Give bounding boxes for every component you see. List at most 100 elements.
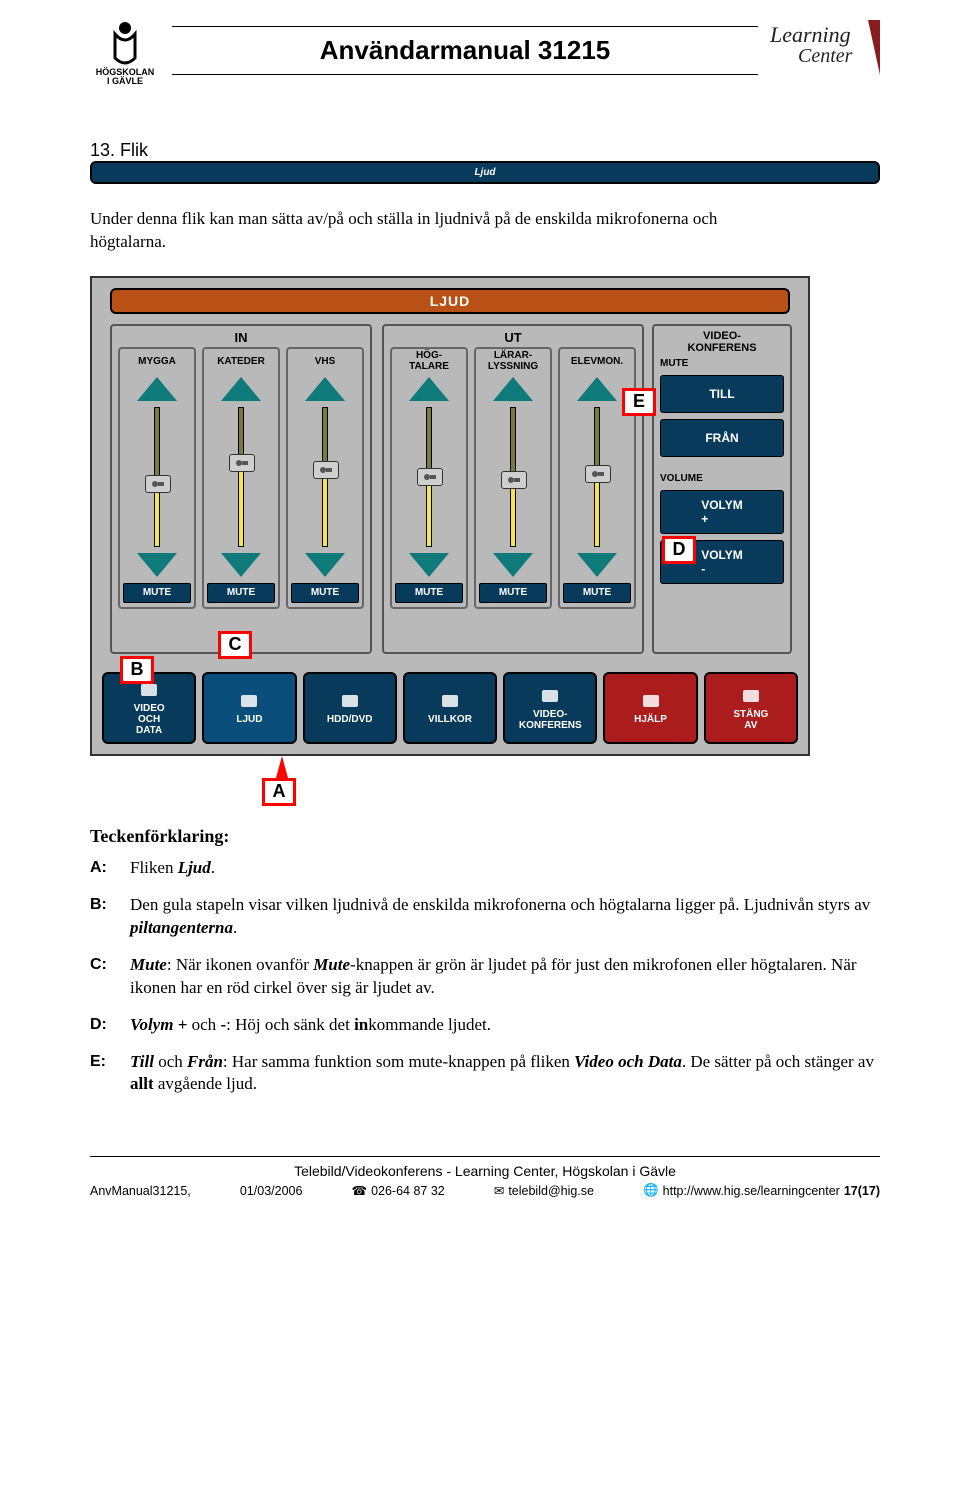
logo-right-line2: Center	[770, 46, 880, 66]
legend-heading: Teckenförklaring:	[90, 826, 880, 847]
channel-label: MYGGA	[138, 351, 176, 373]
slider-thumb-icon[interactable]	[585, 465, 611, 483]
section-label-italic: Ljud	[90, 161, 880, 184]
legend-text: Till och Från: Har samma funktion som mu…	[130, 1051, 880, 1097]
channel-strip: HÖG- TALAREMUTE	[390, 347, 468, 609]
volume-slider[interactable]	[594, 407, 600, 547]
channel-strip: KATEDER MUTE	[202, 347, 280, 609]
volume-up-icon[interactable]	[221, 377, 261, 401]
bottom-tab[interactable]: VILLKOR	[403, 672, 497, 744]
logo-right-line1: Learning	[770, 24, 880, 46]
logo-left-line2: I GÄVLE	[107, 77, 143, 86]
slider-thumb-icon[interactable]	[501, 471, 527, 489]
tab-label: VIDEO- KONFERENS	[519, 709, 582, 731]
vk-volume-label: VOLUME	[660, 473, 784, 484]
marker-C: C	[218, 631, 252, 659]
tab-icon	[439, 690, 461, 712]
channels-in: MYGGAMUTEKATEDERMUTEVHSMUTE	[118, 347, 364, 609]
volume-down-icon[interactable]	[493, 553, 533, 577]
legend-row: D:Volym + och -: Höj och sänk det inkomm…	[90, 1014, 880, 1037]
channel-strip: LÄRAR- LYSSNINGMUTE	[474, 347, 552, 609]
footer-email: ✉ telebild@hig.se	[494, 1183, 594, 1198]
legend-text: Volym + och -: Höj och sänk det inkomman…	[130, 1014, 880, 1037]
document-title: Användarmanual 31215	[172, 26, 758, 75]
screenshot-container: LJUD IN MYGGAMUTEKATEDERMUTEVHSMUTE UT H…	[90, 276, 810, 756]
tab-label: HJÄLP	[634, 714, 667, 725]
channel-strip: MYGGA MUTE	[118, 347, 196, 609]
vk-volym-plus-button[interactable]: VOLYM +	[660, 490, 784, 534]
footer-center: Telebild/Videokonferens - Learning Cente…	[90, 1163, 880, 1179]
bottom-tab[interactable]: HJÄLP	[603, 672, 697, 744]
volume-slider[interactable]	[426, 407, 432, 547]
volume-slider[interactable]	[322, 407, 328, 547]
channel-label: KATEDER	[217, 351, 265, 373]
tab-icon	[238, 690, 260, 712]
channel-label: ELEVMON.	[571, 351, 623, 373]
volume-slider[interactable]	[238, 407, 244, 547]
bottom-tab[interactable]: LJUD	[202, 672, 296, 744]
mute-button[interactable]: MUTE	[395, 583, 463, 603]
slider-thumb-icon[interactable]	[417, 468, 443, 486]
volume-up-icon[interactable]	[493, 377, 533, 401]
tab-label: HDD/DVD	[327, 714, 373, 725]
footer-doc: AnvManual31215,	[90, 1183, 191, 1198]
marker-E: E	[622, 388, 656, 416]
marker-B: B	[120, 656, 154, 684]
tab-label: VIDEO OCH DATA	[134, 703, 165, 736]
volume-up-icon[interactable]	[409, 377, 449, 401]
volume-down-icon[interactable]	[409, 553, 449, 577]
channel-strip: ELEVMON. MUTE	[558, 347, 636, 609]
volume-slider[interactable]	[510, 407, 516, 547]
mute-button[interactable]: MUTE	[123, 583, 191, 603]
mute-button[interactable]: MUTE	[479, 583, 547, 603]
volume-up-icon[interactable]	[305, 377, 345, 401]
marker-D: D	[662, 536, 696, 564]
intro-paragraph: Under denna flik kan man sätta av/på och…	[90, 208, 770, 254]
volume-down-icon[interactable]	[577, 553, 617, 577]
slider-thumb-icon[interactable]	[313, 461, 339, 479]
tab-label: VILLKOR	[428, 714, 472, 725]
legend-list: A:Fliken Ljud. B:Den gula stapeln visar v…	[90, 857, 880, 1097]
slider-thumb-icon[interactable]	[145, 475, 171, 493]
tab-icon	[339, 690, 361, 712]
page-footer: Telebild/Videokonferens - Learning Cente…	[90, 1156, 880, 1198]
panel-in-title: IN	[118, 330, 364, 345]
volume-down-icon[interactable]	[221, 553, 261, 577]
tab-icon	[539, 685, 561, 707]
vk-till-button[interactable]: TILL	[660, 375, 784, 413]
legend-row: C:Mute: När ikonen ovanför Mute-knappen …	[90, 954, 880, 1000]
logo-learning-center: Learning Center	[770, 24, 880, 79]
marker-A-arrow-icon	[276, 756, 288, 778]
volume-up-icon[interactable]	[137, 377, 177, 401]
tab-icon	[740, 685, 762, 707]
legend-text: Mute: När ikonen ovanför Mute-knappen är…	[130, 954, 880, 1000]
legend-row: E:Till och Från: Har samma funktion som …	[90, 1051, 880, 1097]
mute-button[interactable]: MUTE	[207, 583, 275, 603]
vk-fran-button[interactable]: FRÅN	[660, 419, 784, 457]
channel-strip: VHSMUTE	[286, 347, 364, 609]
volume-down-icon[interactable]	[137, 553, 177, 577]
legend-row: B:Den gula stapeln visar vilken ljudnivå…	[90, 894, 880, 940]
panel-in: IN MYGGAMUTEKATEDERMUTEVHSMUTE	[110, 324, 372, 654]
bottom-tab[interactable]: VIDEO- KONFERENS	[503, 672, 597, 744]
slider-thumb-icon[interactable]	[229, 454, 255, 472]
bottom-tab-bar: VIDEO OCH DATA LJUD HDD/DVD VILLKOR VIDEO- K…	[102, 672, 798, 744]
bottom-tab[interactable]: STÄNG AV	[704, 672, 798, 744]
control-panel-screenshot: LJUD IN MYGGAMUTEKATEDERMUTEVHSMUTE UT H…	[90, 276, 810, 756]
legend-text: Fliken Ljud.	[130, 857, 880, 880]
mute-button[interactable]: MUTE	[563, 583, 631, 603]
volume-up-icon[interactable]	[577, 377, 617, 401]
bottom-tab[interactable]: HDD/DVD	[303, 672, 397, 744]
logo-triangle-icon	[868, 20, 880, 75]
vk-mute-label: MUTE	[660, 358, 784, 369]
marker-A: A	[262, 778, 296, 806]
volume-slider[interactable]	[154, 407, 160, 547]
section-label-prefix: Flik	[120, 140, 148, 160]
footer-date: 01/03/2006	[240, 1183, 303, 1198]
mute-button[interactable]: MUTE	[291, 583, 359, 603]
volume-down-icon[interactable]	[305, 553, 345, 577]
tab-icon	[640, 690, 662, 712]
logo-hogskolan-icon	[105, 20, 145, 66]
legend-key: A:	[90, 857, 130, 880]
panel-ut: UT HÖG- TALAREMUTELÄRAR- LYSSNINGMUTEELE…	[382, 324, 644, 654]
